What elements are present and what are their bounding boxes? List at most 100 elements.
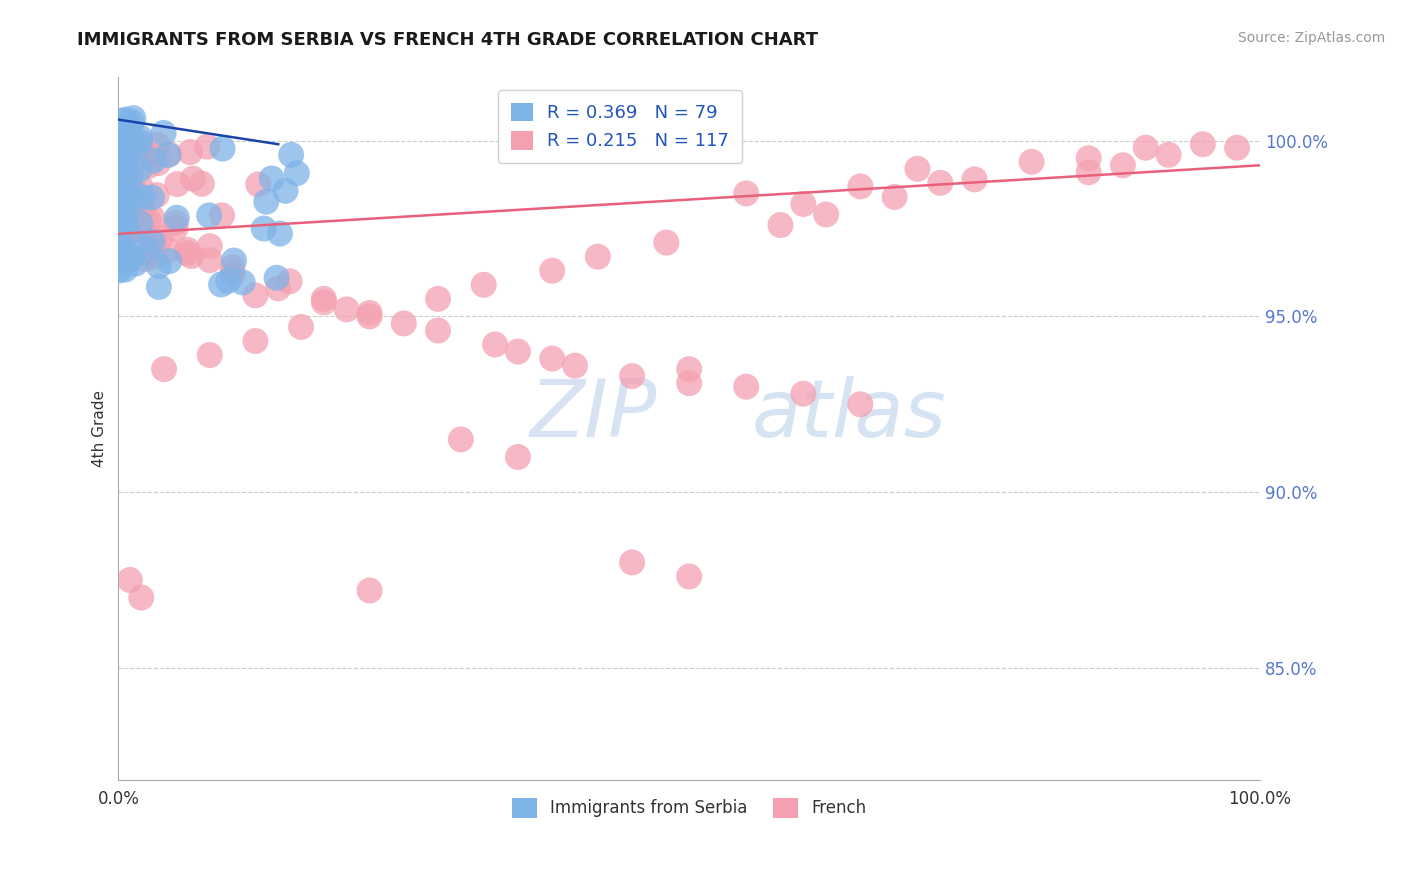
Point — [336, 302, 359, 317]
Point — [110, 215, 132, 229]
Point — [120, 181, 142, 195]
Point — [506, 344, 529, 359]
Point — [138, 213, 160, 227]
Point — [114, 262, 136, 277]
Point — [198, 253, 221, 268]
Point — [191, 177, 214, 191]
Point — [269, 227, 291, 241]
Point — [114, 198, 136, 212]
Point — [253, 221, 276, 235]
Point — [112, 207, 135, 221]
Point — [735, 186, 758, 201]
Point — [134, 211, 156, 226]
Point — [815, 207, 838, 221]
Point — [145, 188, 167, 202]
Point — [134, 224, 156, 238]
Point — [586, 250, 609, 264]
Point — [118, 227, 141, 241]
Point — [484, 337, 506, 351]
Point — [115, 186, 138, 201]
Point — [129, 204, 152, 219]
Point — [108, 129, 131, 144]
Point — [134, 252, 156, 266]
Point — [621, 556, 644, 570]
Point — [112, 160, 135, 174]
Point — [157, 148, 180, 162]
Point — [129, 135, 152, 149]
Point — [883, 190, 905, 204]
Point — [152, 126, 174, 140]
Text: IMMIGRANTS FROM SERBIA VS FRENCH 4TH GRADE CORRELATION CHART: IMMIGRANTS FROM SERBIA VS FRENCH 4TH GRA… — [77, 31, 818, 49]
Point — [117, 144, 139, 158]
Point — [108, 263, 131, 277]
Point — [120, 224, 142, 238]
Point — [117, 195, 139, 210]
Point — [127, 137, 149, 152]
Point — [198, 239, 221, 253]
Point — [129, 216, 152, 230]
Point — [112, 134, 135, 148]
Point — [114, 212, 136, 227]
Point — [564, 359, 586, 373]
Point — [359, 310, 381, 324]
Point — [541, 264, 564, 278]
Point — [117, 137, 139, 152]
Point — [112, 197, 135, 211]
Point — [427, 292, 450, 306]
Point — [157, 244, 180, 258]
Point — [122, 213, 145, 227]
Point — [254, 194, 277, 209]
Point — [678, 362, 700, 376]
Point — [849, 397, 872, 411]
Point — [655, 235, 678, 250]
Point — [678, 376, 700, 391]
Point — [114, 191, 136, 205]
Point — [111, 114, 134, 128]
Point — [124, 137, 146, 152]
Point — [221, 260, 243, 275]
Point — [247, 178, 270, 192]
Point — [124, 184, 146, 198]
Point — [153, 362, 176, 376]
Point — [148, 280, 170, 294]
Point — [138, 159, 160, 173]
Point — [141, 235, 163, 249]
Point — [165, 221, 187, 235]
Point — [149, 231, 172, 245]
Point — [211, 142, 233, 156]
Point — [132, 190, 155, 204]
Point — [157, 254, 180, 268]
Point — [450, 433, 472, 447]
Point — [222, 253, 245, 268]
Point — [118, 252, 141, 267]
Point — [209, 277, 232, 292]
Point — [769, 218, 792, 232]
Point — [115, 156, 138, 170]
Point — [260, 171, 283, 186]
Point — [112, 188, 135, 202]
Point — [142, 153, 165, 168]
Point — [112, 148, 135, 162]
Point — [176, 243, 198, 257]
Point — [110, 172, 132, 186]
Point — [108, 237, 131, 252]
Point — [110, 182, 132, 196]
Point — [266, 270, 288, 285]
Point — [129, 130, 152, 145]
Point — [929, 176, 952, 190]
Point — [111, 170, 134, 185]
Point — [121, 201, 143, 215]
Point — [110, 125, 132, 139]
Point — [108, 146, 131, 161]
Point — [117, 125, 139, 139]
Point — [111, 257, 134, 271]
Point — [118, 573, 141, 587]
Point — [135, 242, 157, 256]
Point — [1021, 154, 1043, 169]
Point — [110, 196, 132, 211]
Point — [278, 274, 301, 288]
Point — [114, 169, 136, 184]
Point — [285, 166, 308, 180]
Point — [110, 243, 132, 257]
Point — [232, 276, 254, 290]
